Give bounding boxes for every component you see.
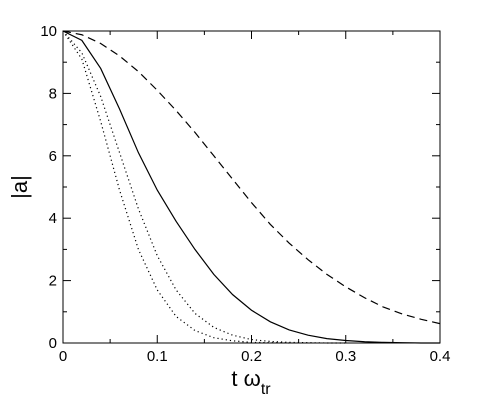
y-tick-label: 4 — [49, 210, 57, 227]
x-tick-label: 0.2 — [241, 348, 262, 365]
x-tick-label: 0.1 — [147, 348, 168, 365]
x-axis-label-subscript: tr — [261, 381, 271, 398]
x-tick-label: 0.3 — [335, 348, 356, 365]
series-line-2-solid — [62, 30, 440, 344]
axis-tick-labels: 0 0.1 0.2 0.3 0.4 0 2 4 6 8 10 — [40, 23, 450, 365]
series-line-1-dashed — [62, 30, 441, 325]
y-tick-label: 8 — [49, 85, 57, 102]
y-tick-label: 2 — [49, 273, 57, 290]
x-tick-label: 0 — [59, 348, 67, 365]
axis-ticks — [62, 30, 441, 344]
y-tick-label: 6 — [49, 148, 57, 165]
series-lines — [62, 30, 441, 344]
series-line-4-dotted — [62, 30, 290, 344]
x-tick-label: 0.4 — [430, 348, 451, 365]
y-tick-label: 10 — [40, 23, 57, 40]
x-axis-label: t ωtr — [231, 366, 271, 398]
y-axis-label: |a| — [7, 175, 32, 199]
y-tick-label: 0 — [49, 335, 57, 352]
series-line-3-dotted — [62, 30, 346, 344]
x-axis-label-main: t ω — [231, 366, 260, 391]
plot-frame — [62, 30, 441, 344]
